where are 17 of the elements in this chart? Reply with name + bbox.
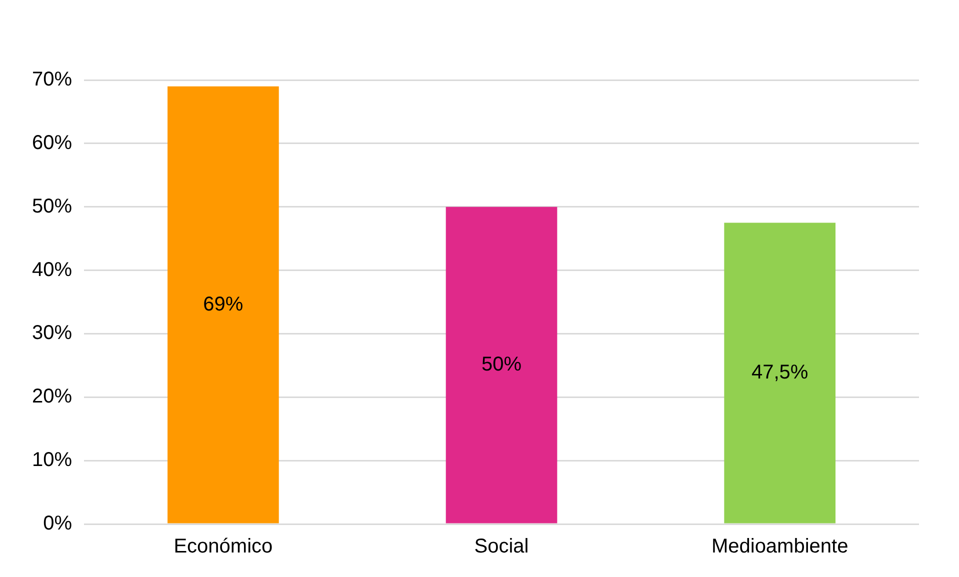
x-tick-label: Medioambiente <box>711 536 848 558</box>
bar <box>446 206 558 524</box>
data-label: 50% <box>482 354 522 376</box>
bar <box>724 222 836 524</box>
data-label: 69% <box>203 293 244 316</box>
x-tick-label: Económico <box>174 536 273 558</box>
y-tick-label: 0% <box>43 512 72 535</box>
x-tick-label: Social <box>474 536 529 558</box>
data-label: 47,5% <box>751 362 808 384</box>
y-tick-label: 60% <box>32 132 72 154</box>
y-tick-label: 50% <box>32 195 72 218</box>
y-tick-label: 20% <box>32 386 72 408</box>
y-tick-label: 30% <box>32 322 72 344</box>
y-tick-label: 10% <box>32 449 72 472</box>
y-tick-label: 40% <box>32 258 72 281</box>
y-tick-label: 70% <box>32 68 72 91</box>
bar <box>168 86 279 524</box>
